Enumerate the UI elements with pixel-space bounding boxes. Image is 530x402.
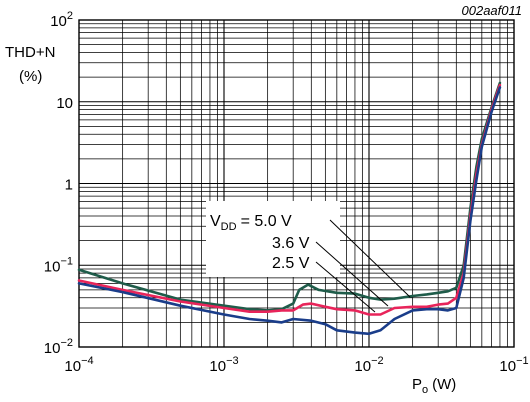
y-tick-labels: 10−2 10−1 1 10 102 <box>44 10 73 357</box>
y-tick-label: 102 <box>50 10 73 30</box>
vdd-annotation: VDD = 5.0 V 3.6 V 2.5 V <box>206 201 411 313</box>
series-line-3-6-v <box>77 83 502 316</box>
y-tick-label: 1 <box>65 177 73 194</box>
y-tick-label: 10 <box>56 95 73 112</box>
y-tick-label: 10−1 <box>44 255 73 275</box>
series-layer <box>77 81 502 336</box>
y-axis-unit: (%) <box>19 68 42 85</box>
leader-line-3v6 <box>315 241 389 307</box>
x-tick-label: 10−1 <box>499 355 528 375</box>
x-tick-label: 10−2 <box>354 355 383 375</box>
x-tick-labels: 10−4 10−3 10−2 10−1 <box>64 355 528 375</box>
y-axis-label: THD+N <box>5 44 55 61</box>
x-tick-label: 10−4 <box>64 355 93 375</box>
plot-frame <box>78 19 515 348</box>
series-line-2-5-v <box>77 86 502 336</box>
annotation-label-2v5: 2.5 V <box>272 255 310 272</box>
leader-line-5v0 <box>329 219 411 298</box>
figure-id: 002aaf011 <box>462 3 523 18</box>
y-tick-label: 10−2 <box>44 337 73 357</box>
leader-line-2v5 <box>315 261 376 313</box>
annotation-background <box>206 201 340 277</box>
x-axis-label: Po (W) <box>412 376 456 396</box>
x-tick-label: 10−3 <box>209 355 238 375</box>
annotation-label-3v6: 3.6 V <box>272 235 310 252</box>
annotation-label-5v0: VDD = 5.0 V <box>210 213 292 233</box>
